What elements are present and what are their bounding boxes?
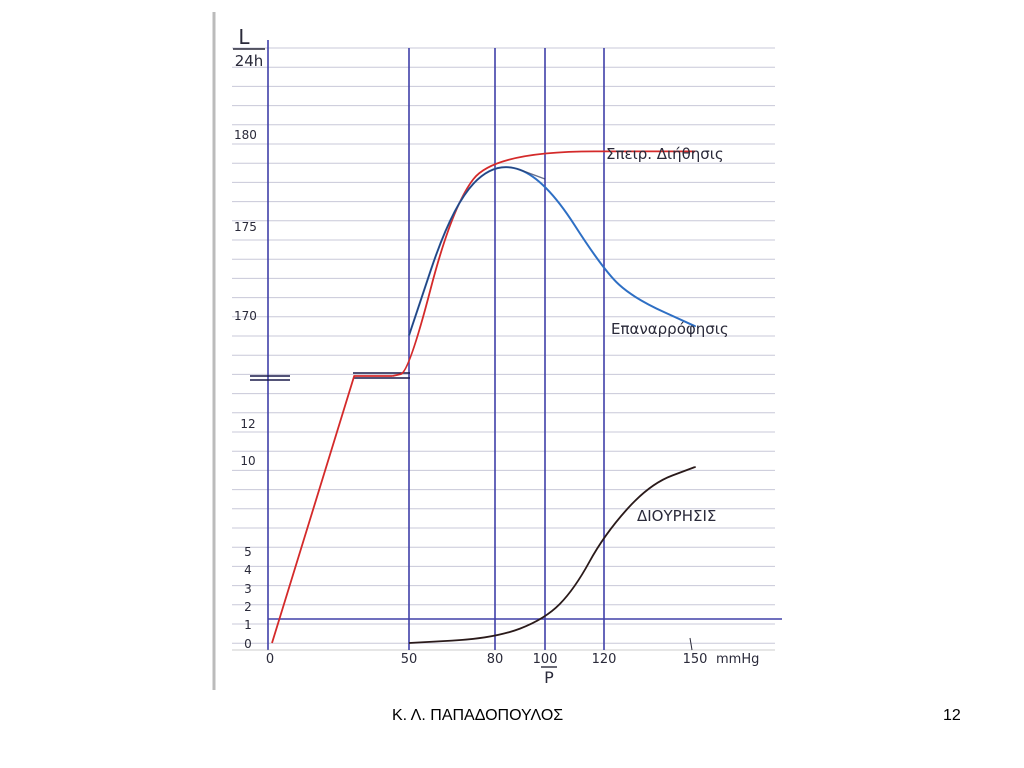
x-axis-unit: mmHg <box>716 652 759 667</box>
y-tick-label: 4 <box>244 563 252 577</box>
series-label-diuresis: ΔΙΟΥΡΗΣΙΣ <box>637 507 716 525</box>
footer-author: Κ. Λ. ΠΑΠΑΔΟΠΟΥΛΟΣ <box>392 707 564 724</box>
series-line-reabsorption-overlay <box>408 166 546 336</box>
y-tick-label: 10 <box>240 454 255 468</box>
x-tick-label: 120 <box>592 652 617 667</box>
y-tick-label: 5 <box>244 545 252 559</box>
y-tick-label: 175 <box>234 220 257 234</box>
series-line-filtration <box>271 375 393 644</box>
y-axis-label-top: L <box>238 25 250 49</box>
page-number: 12 <box>943 707 961 724</box>
y-tick-label: 170 <box>234 309 257 323</box>
x-axis-variable: P <box>544 668 554 687</box>
series-label-reabsorption: Επαναρρόφησις <box>611 320 729 338</box>
x-tick-label: 100 <box>533 652 558 667</box>
x-tick-label: 80 <box>487 652 504 667</box>
y-tick-label: 2 <box>244 600 252 614</box>
x-tick-label: 0 <box>266 652 274 667</box>
chart-grid <box>232 47 775 644</box>
y-tick-label: 0 <box>244 637 252 651</box>
y-tick-label: 180 <box>234 128 257 142</box>
y-tick-label: 12 <box>240 417 255 431</box>
reference-lines <box>250 48 782 650</box>
x-tick-label: 150 <box>683 652 708 667</box>
y-tick-label: 1 <box>244 618 252 632</box>
y-axis-label-bottom: 24h <box>235 52 264 70</box>
chart-axes <box>212 12 775 690</box>
x-tick-mark <box>689 637 693 651</box>
series-label-filtration: Σπειρ. Διήθησις <box>606 145 724 163</box>
x-tick-label: 50 <box>401 652 418 667</box>
series-line-reabsorption <box>408 166 697 336</box>
y-tick-label: 3 <box>244 582 252 596</box>
chart-series <box>271 150 697 644</box>
series-line-diuresis <box>408 466 696 644</box>
